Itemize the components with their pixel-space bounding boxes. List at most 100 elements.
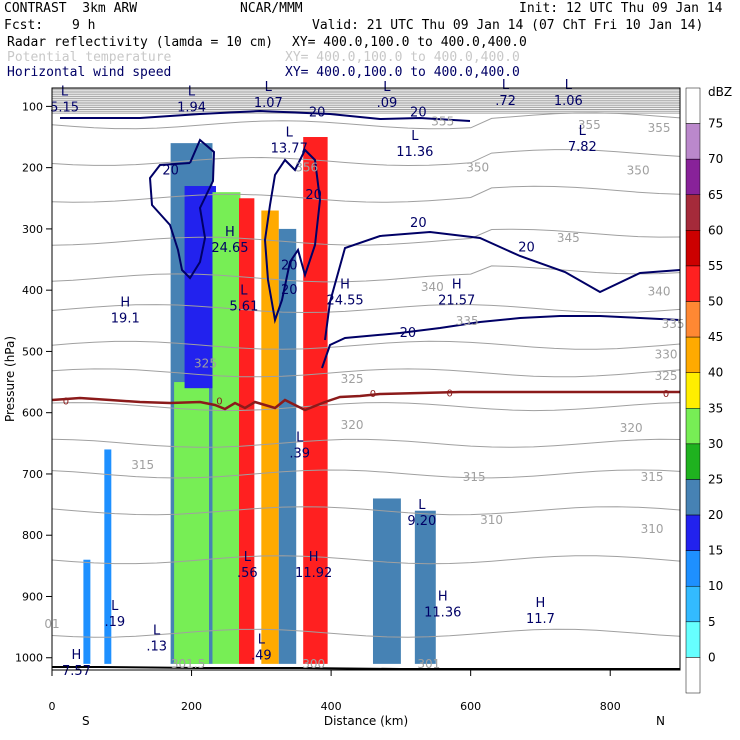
colorbar-label-9: 30 xyxy=(708,437,723,451)
theta-contour-5 xyxy=(52,304,680,314)
theta-contour-2 xyxy=(52,185,680,203)
theta-label-7: 340 xyxy=(421,280,444,294)
wind-extremum-type-11: H xyxy=(340,277,350,292)
theta-label-19: 315 xyxy=(641,470,664,484)
fcst-value: 9 h xyxy=(72,18,96,33)
y-tick-label-1: 200 xyxy=(22,162,43,175)
contour-labels: 355 355 355 356 350 350 345 340 340 335 335 330 325 3… xyxy=(44,78,684,679)
wind-extremum-value-0: 5.15 xyxy=(50,100,79,115)
theta-label-18: 315 xyxy=(463,470,486,484)
colorbar-label-6: 45 xyxy=(708,330,723,344)
x-tick-label-4: 800 xyxy=(600,700,621,713)
theta-contour-4 xyxy=(52,265,680,283)
theta-contour-7 xyxy=(52,368,680,378)
theta-label-23: 300 xyxy=(302,657,325,671)
wind-contour-20-low xyxy=(321,315,680,369)
colorbar-swatch-8 xyxy=(685,372,701,409)
wind-contour-label-7: 20 xyxy=(281,283,298,298)
model-name: CONTRAST 3km ARW xyxy=(4,1,138,16)
wind-extremum-type-20: L xyxy=(111,599,119,614)
theta-label-24: 301 xyxy=(417,657,440,671)
zero-isotherm xyxy=(52,390,680,412)
colorbar-swatch-0 xyxy=(685,87,701,124)
y-axis-label: Pressure (hPa) xyxy=(3,336,17,422)
colorbar-swatch-14 xyxy=(685,585,701,623)
wind-extremum-value-4: .72 xyxy=(495,94,516,109)
theta-label-5: 350 xyxy=(627,164,650,178)
theta-contour-11 xyxy=(52,506,680,516)
wind-extremum-type-22: L xyxy=(258,633,266,648)
field3-name: Horizontal wind speed xyxy=(7,65,172,80)
x-tick-label-3: 600 xyxy=(460,700,481,713)
wind-extremum-type-5: L xyxy=(565,78,573,93)
reflectivity-column-8 xyxy=(83,559,91,664)
wind-contour-label-6: 20 xyxy=(281,259,298,274)
theta-label-17: 315 xyxy=(131,458,154,472)
theta-label-8: 340 xyxy=(648,284,671,298)
colorbar-label-4: 55 xyxy=(708,259,723,273)
wind-contour-label-4: 20 xyxy=(410,216,427,231)
zero-isotherm-label-1: 0 xyxy=(216,396,222,407)
colorbar-swatch-10 xyxy=(685,443,701,480)
wind-contour-label-3: 20 xyxy=(305,188,322,203)
colorbar-label-3: 60 xyxy=(708,223,723,237)
wind-extremum-value-21: .13 xyxy=(146,639,167,654)
colorbar-swatch-4 xyxy=(685,230,701,267)
colorbar-swatch-12 xyxy=(685,514,701,551)
wind-extremum-value-3: .09 xyxy=(377,96,398,111)
colorbar-swatch-13 xyxy=(685,550,701,587)
wind-extremum-value-22: .49 xyxy=(251,649,272,664)
x-tick-label-0: 0 xyxy=(49,700,56,713)
wind-extremum-value-18: 11.36 xyxy=(424,606,461,621)
wind-extremum-value-13: 19.1 xyxy=(111,312,140,327)
wind-extremum-value-11: 24.55 xyxy=(326,293,363,308)
field2-xy: XY= 400.0,100.0 to 400.0,400.0 xyxy=(285,50,520,65)
field1-name: Radar reflectivity (lamda = 10 cm) xyxy=(7,35,274,50)
wind-extremum-type-12: H xyxy=(452,277,462,292)
wind-extremum-value-5: 1.06 xyxy=(554,94,583,109)
y-tick-label-2: 300 xyxy=(22,223,43,236)
y-tick-label-5: 600 xyxy=(22,407,43,420)
wind-extremum-value-14: .39 xyxy=(289,446,310,461)
zero-isotherm-label-2: 0 xyxy=(370,389,376,400)
wind-extremum-value-16: .56 xyxy=(237,566,258,581)
plot-frame xyxy=(51,87,681,671)
valid-time: Valid: 21 UTC Thu 09 Jan 14 (07 ChT Fri … xyxy=(312,18,704,33)
x-tick-label-1: 200 xyxy=(181,700,202,713)
theta-label-10: 335 xyxy=(662,317,685,331)
zero-isotherm-label-0: 0 xyxy=(63,396,69,407)
theta-label-12: 325 xyxy=(194,357,217,371)
wind-extremum-type-8: L xyxy=(579,124,587,139)
theta-label-1: 355 xyxy=(578,118,601,132)
wind-extremum-value-6: 13.77 xyxy=(271,141,308,156)
theta-contours xyxy=(52,88,680,638)
wind-extremum-value-9: 24.65 xyxy=(211,241,248,256)
wind-contour-20-core xyxy=(263,148,322,324)
field2-name: Potential temperature xyxy=(7,50,172,65)
y-tick-label-8: 900 xyxy=(22,590,43,603)
theta-contour-1 xyxy=(52,149,680,167)
theta-contour-12 xyxy=(52,555,680,565)
reflectivity-column-5 xyxy=(261,210,279,664)
terrain-line xyxy=(52,666,680,670)
zero-isotherm-label-4: 0 xyxy=(663,389,669,400)
wind-extremum-value-2: 1.07 xyxy=(254,96,283,111)
colorbar-swatch-1 xyxy=(685,123,701,160)
theta-label-15: 320 xyxy=(341,418,364,432)
theta-contour-8 xyxy=(52,402,680,412)
wind-extremum-value-20: .19 xyxy=(104,615,125,630)
y-tick-label-9: 1000 xyxy=(15,652,43,665)
wind-extremum-value-19: 11.7 xyxy=(526,612,555,627)
colorbar-label-13: 10 xyxy=(708,579,723,593)
wind-extremum-value-12: 21.57 xyxy=(438,293,475,308)
wind-extremum-value-1: 1.94 xyxy=(177,100,206,115)
colorbar-label-5: 50 xyxy=(708,295,723,309)
wind-extremum-value-17: 11.92 xyxy=(295,566,332,581)
y-tick-label-7: 800 xyxy=(22,529,43,542)
theta-label-2: 355 xyxy=(648,121,671,135)
wind-extremum-type-17: H xyxy=(309,550,319,565)
colorbar-label-12: 15 xyxy=(708,544,723,558)
theta-label-16: 320 xyxy=(620,421,643,435)
colorbar-label-7: 40 xyxy=(708,366,723,380)
